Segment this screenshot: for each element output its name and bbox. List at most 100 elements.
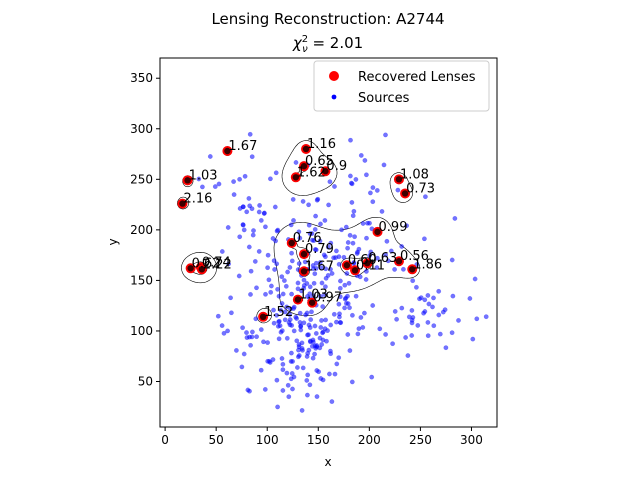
source-point — [347, 232, 353, 238]
x-axis-ticks: 0 50 100 150 200 250 300 — [161, 427, 483, 447]
x-tick-label: 50 — [209, 433, 224, 447]
source-point — [305, 332, 310, 338]
source-point — [236, 273, 242, 279]
source-point — [281, 278, 287, 283]
lens-marker-core — [322, 168, 329, 175]
source-point — [288, 222, 294, 228]
source-point — [265, 252, 271, 258]
source-point — [249, 206, 255, 212]
source-point — [295, 280, 301, 286]
source-point — [276, 336, 282, 342]
source-point — [379, 208, 385, 214]
source-point — [294, 365, 300, 370]
source-point — [305, 372, 311, 378]
source-point — [344, 271, 350, 276]
lens-marker-core — [300, 250, 308, 258]
lens-marker-core — [288, 239, 295, 247]
source-point — [245, 387, 251, 393]
y-tick-label: 250 — [130, 172, 153, 186]
source-point — [358, 314, 364, 320]
lens-label: 1.67 — [305, 259, 334, 274]
lens-label: 0.62 — [192, 256, 221, 271]
source-point — [370, 199, 376, 205]
source-point — [304, 281, 310, 286]
source-point — [286, 394, 292, 400]
source-point — [250, 232, 256, 238]
source-point — [367, 253, 372, 259]
source-point — [254, 334, 260, 340]
source-point — [290, 386, 295, 392]
source-point — [394, 316, 399, 322]
source-point — [300, 347, 305, 353]
source-point — [306, 322, 312, 328]
source-point — [328, 322, 334, 328]
source-point — [289, 370, 295, 376]
lens-marker-core — [364, 260, 371, 267]
source-point — [349, 199, 355, 205]
source-point — [342, 282, 348, 288]
source-point — [267, 176, 273, 182]
lens-marker-core — [351, 267, 359, 274]
source-point — [300, 198, 306, 204]
y-tick-label: 200 — [130, 223, 153, 237]
source-point — [345, 240, 351, 245]
source-point — [242, 173, 248, 179]
source-point — [285, 382, 291, 388]
lens-label: 1.62 — [297, 165, 326, 180]
lens-marker-core — [395, 176, 403, 183]
source-point — [287, 264, 293, 270]
source-point — [275, 227, 281, 233]
source-point — [367, 220, 372, 226]
source-point — [349, 312, 355, 318]
source-point — [449, 330, 455, 336]
source-point — [312, 351, 317, 357]
source-point — [312, 226, 318, 232]
source-point — [289, 291, 294, 297]
lens-marker-core — [343, 262, 351, 269]
source-point — [295, 354, 301, 360]
source-point — [370, 185, 376, 191]
source-point — [313, 330, 319, 336]
source-point — [310, 263, 316, 268]
source-point — [353, 293, 359, 299]
lens-label: 1.08 — [400, 167, 429, 182]
source-point — [319, 265, 324, 271]
source-point — [289, 258, 295, 264]
source-point — [350, 213, 356, 219]
source-point — [383, 132, 388, 138]
lens-label: 1.03 — [189, 168, 218, 183]
source-point — [258, 367, 264, 373]
source-point — [290, 358, 295, 364]
source-point — [425, 333, 431, 339]
source-point — [280, 367, 286, 373]
source-point — [256, 248, 262, 254]
source-point — [383, 252, 388, 258]
source-point — [320, 330, 325, 336]
lens-marker-core — [302, 145, 310, 153]
source-point — [336, 355, 342, 361]
source-point — [231, 192, 237, 198]
source-point — [225, 328, 231, 334]
source-point — [343, 224, 349, 230]
source-point — [301, 285, 307, 291]
source-point — [436, 312, 442, 318]
lens-marker-core — [401, 190, 409, 197]
source-point — [262, 386, 268, 392]
lens-markers — [177, 143, 418, 322]
source-point — [334, 361, 340, 367]
source-point — [251, 228, 256, 234]
source-point — [328, 351, 334, 357]
source-point — [240, 204, 246, 210]
source-point — [360, 324, 366, 330]
source-points — [196, 131, 489, 413]
source-point — [456, 317, 461, 323]
lens-marker-core — [395, 258, 403, 265]
source-point — [270, 236, 276, 241]
source-point — [318, 324, 324, 330]
source-point — [271, 320, 277, 326]
source-point — [278, 307, 284, 313]
source-point — [299, 407, 305, 413]
source-point — [415, 322, 421, 328]
lens-label: 0.56 — [400, 249, 429, 264]
source-point — [275, 286, 280, 292]
